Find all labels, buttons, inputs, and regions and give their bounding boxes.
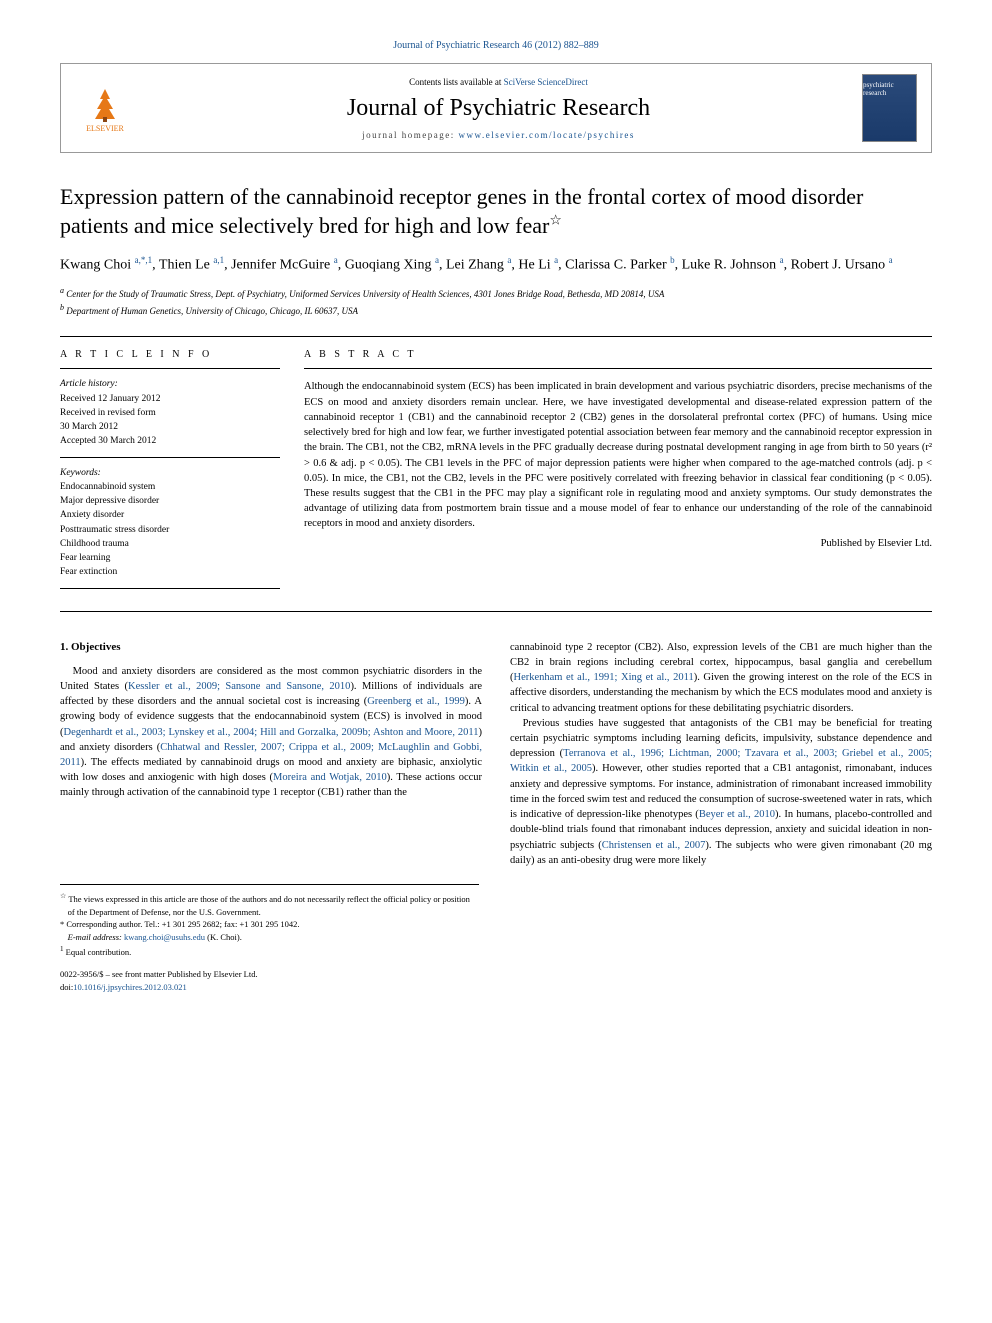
- keyword: Endocannabinoid system: [60, 480, 280, 494]
- keyword: Posttraumatic stress disorder: [60, 523, 280, 537]
- contents-available-line: Contents lists available at SciVerse Sci…: [135, 77, 862, 87]
- doi-line: doi:10.1016/j.jpsychires.2012.03.021: [60, 981, 932, 994]
- journal-header: ELSEVIER Contents lists available at Sci…: [60, 63, 932, 153]
- footnote-disclaimer: ☆ The views expressed in this article ar…: [60, 891, 479, 918]
- keyword: Anxiety disorder: [60, 508, 280, 522]
- journal-name: Journal of Psychiatric Research: [135, 95, 862, 122]
- elsevier-logo[interactable]: ELSEVIER: [75, 78, 135, 138]
- elsevier-label: ELSEVIER: [86, 124, 124, 133]
- body-paragraph: Mood and anxiety disorders are considere…: [60, 664, 482, 801]
- authors-list: Kwang Choi a,*,1, Thien Le a,1, Jennifer…: [60, 254, 932, 275]
- keywords-label: Keywords:: [60, 466, 280, 480]
- abstract-heading: A B S T R A C T: [304, 349, 932, 360]
- history-accepted: Accepted 30 March 2012: [60, 434, 280, 448]
- title-note-marker: ☆: [549, 213, 562, 228]
- copyright-line: 0022-3956/$ – see front matter Published…: [60, 968, 932, 981]
- page-footer: 0022-3956/$ – see front matter Published…: [60, 968, 932, 994]
- article-info-heading: A R T I C L E I N F O: [60, 349, 280, 360]
- affiliations: a Center for the Study of Traumatic Stre…: [60, 285, 932, 318]
- section-heading-objectives: 1. Objectives: [60, 640, 482, 656]
- footnotes: ☆ The views expressed in this article ar…: [60, 884, 479, 958]
- history-revised-1: Received in revised form: [60, 406, 280, 420]
- elsevier-tree-icon: [85, 84, 125, 124]
- homepage-line: journal homepage: www.elsevier.com/locat…: [135, 130, 862, 140]
- body-paragraph: cannabinoid type 2 receptor (CB2). Also,…: [510, 640, 932, 716]
- history-label: Article history:: [60, 377, 280, 391]
- history-revised-2: 30 March 2012: [60, 420, 280, 434]
- history-received: Received 12 January 2012: [60, 392, 280, 406]
- keyword: Major depressive disorder: [60, 494, 280, 508]
- divider: [60, 611, 932, 612]
- keyword: Childhood trauma: [60, 537, 280, 551]
- journal-reference: Journal of Psychiatric Research 46 (2012…: [60, 40, 932, 51]
- footnote-email: E-mail address: kwang.choi@usuhs.edu (K.…: [60, 931, 479, 944]
- body-paragraph: Previous studies have suggested that ant…: [510, 716, 932, 868]
- article-info-sidebar: A R T I C L E I N F O Article history: R…: [60, 349, 280, 596]
- footnote-equal: 1 Equal contribution.: [60, 944, 479, 959]
- email-link[interactable]: kwang.choi@usuhs.edu: [124, 932, 205, 942]
- homepage-link[interactable]: www.elsevier.com/locate/psychires: [459, 130, 635, 140]
- journal-cover-thumbnail[interactable]: psychiatric research: [862, 74, 917, 142]
- keyword: Fear extinction: [60, 565, 280, 579]
- article-title: Expression pattern of the cannabinoid re…: [60, 183, 932, 240]
- footnote-corresponding: * Corresponding author. Tel.: +1 301 295…: [60, 918, 479, 931]
- column-left: 1. Objectives Mood and anxiety disorders…: [60, 640, 482, 868]
- abstract-section: A B S T R A C T Although the endocannabi…: [304, 349, 932, 596]
- abstract-publisher: Published by Elsevier Ltd.: [304, 538, 932, 549]
- doi-link[interactable]: 10.1016/j.jpsychires.2012.03.021: [73, 982, 187, 992]
- abstract-text: Although the endocannabinoid system (ECS…: [304, 379, 932, 531]
- body-text: 1. Objectives Mood and anxiety disorders…: [60, 640, 932, 868]
- keyword: Fear learning: [60, 551, 280, 565]
- sciencedirect-link[interactable]: SciVerse ScienceDirect: [504, 77, 588, 87]
- column-right: cannabinoid type 2 receptor (CB2). Also,…: [510, 640, 932, 868]
